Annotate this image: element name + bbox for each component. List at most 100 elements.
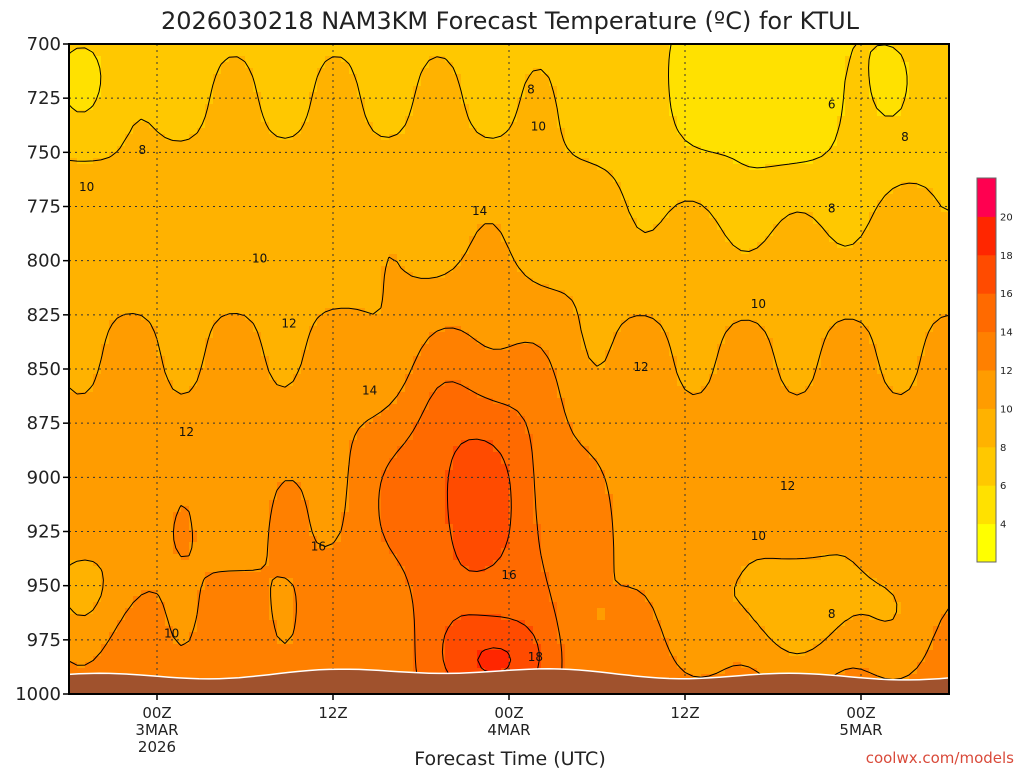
temperature-cell — [197, 236, 206, 243]
temperature-cell — [381, 224, 390, 231]
temperature-cell — [277, 80, 286, 87]
temperature-cell — [525, 44, 534, 51]
temperature-cell — [157, 86, 166, 93]
temperature-cell — [821, 284, 830, 291]
temperature-cell — [309, 56, 318, 63]
temperature-cell — [213, 218, 222, 225]
temperature-cell — [621, 260, 630, 267]
temperature-cell — [69, 92, 78, 99]
temperature-cell — [933, 158, 942, 165]
temperature-cell — [213, 86, 222, 93]
temperature-cell — [293, 236, 302, 243]
temperature-cell — [789, 206, 798, 213]
temperature-cell — [829, 254, 838, 261]
temperature-cell — [261, 182, 270, 189]
temperature-cell — [261, 152, 270, 159]
temperature-cell — [285, 74, 294, 81]
temperature-cell — [229, 308, 238, 315]
temperature-cell — [509, 146, 518, 153]
temperature-cell — [109, 152, 118, 159]
temperature-cell — [413, 98, 422, 105]
temperature-cell — [837, 212, 846, 219]
temperature-cell — [125, 164, 134, 171]
temperature-cell — [845, 182, 854, 189]
temperature-cell — [221, 68, 230, 75]
temperature-cell — [461, 224, 470, 231]
temperature-cell — [565, 170, 574, 177]
temperature-cell — [109, 230, 118, 237]
temperature-cell — [597, 182, 606, 189]
temperature-cell — [149, 272, 158, 279]
temperature-cell — [837, 146, 846, 153]
temperature-cell — [101, 92, 110, 99]
temperature-cell — [93, 74, 102, 81]
temperature-cell — [533, 56, 542, 63]
temperature-cell — [677, 98, 686, 105]
temperature-cell — [725, 80, 734, 87]
temperature-cell — [229, 116, 238, 123]
temperature-cell — [917, 98, 926, 105]
temperature-cell — [637, 116, 646, 123]
temperature-cell — [357, 218, 366, 225]
temperature-cell — [901, 116, 910, 123]
temperature-cell — [141, 62, 150, 69]
temperature-cell — [317, 206, 326, 213]
temperature-cell — [637, 284, 646, 291]
temperature-cell — [805, 242, 814, 249]
temperature-cell — [469, 272, 478, 279]
temperature-cell — [229, 182, 238, 189]
temperature-cell — [541, 260, 550, 267]
temperature-cell — [661, 182, 670, 189]
temperature-cell — [685, 68, 694, 75]
temperature-cell — [101, 302, 110, 309]
temperature-cell — [501, 104, 510, 111]
temperature-cell — [349, 296, 358, 303]
temperature-cell — [749, 170, 758, 177]
temperature-cell — [541, 86, 550, 93]
temperature-cell — [237, 110, 246, 117]
temperature-cell — [181, 170, 190, 177]
temperature-cell — [533, 116, 542, 123]
temperature-cell — [77, 98, 86, 105]
temperature-cell — [357, 182, 366, 189]
temperature-cell — [909, 68, 918, 75]
temperature-cell — [69, 188, 78, 195]
temperature-cell — [757, 98, 766, 105]
temperature-cell — [229, 302, 238, 309]
temperature-cell — [909, 56, 918, 63]
temperature-cell — [285, 260, 294, 267]
temperature-cell — [413, 314, 422, 321]
temperature-cell — [245, 284, 254, 291]
temperature-cell — [389, 116, 398, 123]
temperature-cell — [357, 140, 366, 147]
temperature-cell — [541, 92, 550, 99]
temperature-cell — [797, 50, 806, 57]
temperature-cell — [741, 140, 750, 147]
temperature-cell — [445, 224, 454, 231]
temperature-cell — [125, 44, 134, 51]
temperature-cell — [573, 266, 582, 273]
temperature-cell — [221, 140, 230, 147]
temperature-cell — [517, 182, 526, 189]
temperature-cell — [173, 248, 182, 255]
temperature-cell — [149, 98, 158, 105]
temperature-cell — [205, 290, 214, 297]
temperature-cell — [301, 92, 310, 99]
temperature-cell — [445, 188, 454, 195]
temperature-cell — [709, 236, 718, 243]
temperature-cell — [509, 44, 518, 51]
temperature-cell — [389, 134, 398, 141]
temperature-cell — [181, 44, 190, 51]
temperature-cell — [653, 236, 662, 243]
temperature-cell — [829, 296, 838, 303]
temperature-cell — [917, 152, 926, 159]
temperature-cell — [453, 212, 462, 219]
temperature-cell — [365, 68, 374, 75]
temperature-cell — [821, 80, 830, 87]
temperature-cell — [885, 152, 894, 159]
temperature-cell — [325, 146, 334, 153]
temperature-cell — [557, 140, 566, 147]
temperature-cell — [293, 62, 302, 69]
temperature-cell — [229, 98, 238, 105]
temperature-cell — [221, 272, 230, 279]
